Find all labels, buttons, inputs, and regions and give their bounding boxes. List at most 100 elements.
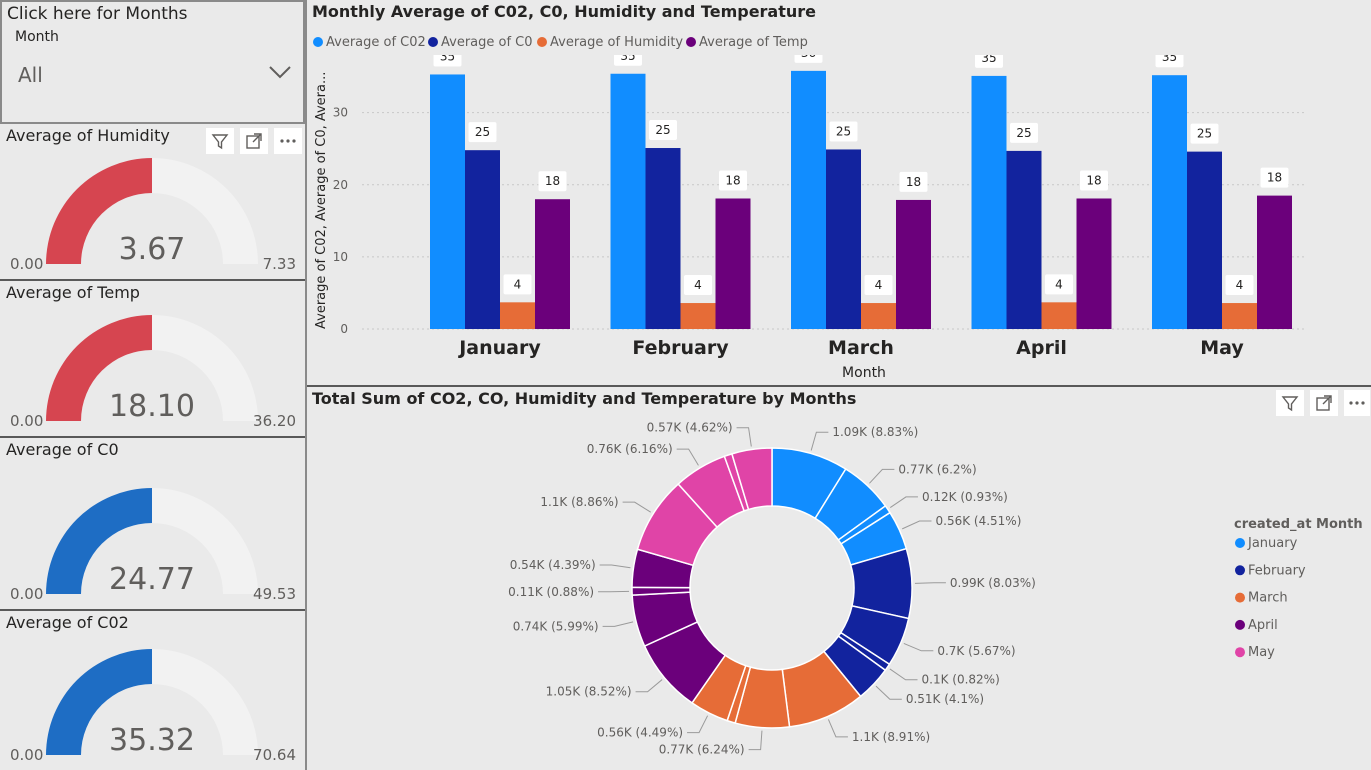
data-label: 18 [545,174,560,188]
more-options-icon[interactable] [1344,390,1370,416]
legend-marker [1235,592,1245,603]
x-axis-label: Month [842,365,886,381]
legend-item[interactable]: Average of Temp [686,35,808,50]
gauge-value: 3.67 [119,232,186,267]
bar [1006,150,1042,329]
slice-label: 1.1K (8.91%) [852,730,930,744]
bar-chart: 0 10 20 30 Average of C02, Average of C0, Av… [314,55,1307,381]
legend-item[interactable]: Average of Humidity [537,35,683,50]
data-label: 25 [475,125,490,139]
bar [1257,195,1292,329]
gauge-max: 7.33 [263,255,296,273]
gauge-card[interactable]: Average of C02 35.32 0.00 70.64 [0,611,305,770]
leader-line [875,685,902,700]
y-axis-label: Average of C02, Average of C0, Avera... [314,72,329,329]
data-label: 18 [1267,171,1282,185]
bar [1152,75,1187,329]
data-label-box [1010,122,1038,143]
slicer-title: Click here for Months [7,4,188,24]
data-label-box [794,55,823,63]
slice-label: 0.54K (4.39%) [510,558,596,572]
y-tick-label: 20 [333,178,348,192]
gauge-fill [46,158,152,264]
bar [1041,302,1077,329]
filter-icon[interactable] [206,128,234,154]
month-slicer[interactable]: Click here for Months Month All [0,0,305,124]
focus-mode-icon[interactable] [240,128,268,154]
x-tick-label: May [1200,337,1244,359]
slice-label: 0.56K (4.51%) [936,514,1022,528]
data-label-box [1190,123,1219,144]
data-label-box [1045,274,1073,295]
data-label: 35 [620,55,635,63]
gauge-min: 0.00 [10,585,43,603]
data-label-box [1155,55,1184,68]
y-tick-label: 0 [340,322,348,336]
leader-line [748,730,763,751]
gauge-value: 35.32 [109,723,195,758]
slice-label: 0.74K (5.99%) [513,619,599,633]
legend-marker [1235,619,1245,630]
leader-line [687,715,709,734]
gauge-fill [46,649,152,755]
gauge-min: 0.00 [10,412,43,430]
bar [1187,151,1222,329]
bar [826,149,861,329]
x-tick-label: March [828,337,894,359]
gauge-value: 18.10 [109,389,195,424]
data-label: 18 [1086,173,1101,187]
x-tick-label: January [457,337,541,359]
slicer-selected-value[interactable]: All [18,63,43,87]
legend-marker [686,37,696,47]
gauge-card[interactable]: Average of Temp 18.10 0.00 36.20 [0,281,305,436]
data-label: 35 [1162,55,1177,64]
gauge-fill [46,488,152,594]
leader-line [901,520,932,530]
more-options-icon[interactable] [274,128,302,154]
panel-divider-vertical [305,0,307,770]
legend-item: April [1248,618,1278,633]
legend-label: Average of Temp [699,35,808,50]
data-label-box [864,275,893,296]
bar [500,302,535,329]
bar [535,199,570,329]
bar [1076,198,1112,329]
bar [791,70,826,329]
leader-line [827,719,848,738]
bar [1222,303,1257,329]
gauge-title: Average of C0 [6,440,119,459]
x-tick-label: April [1016,337,1067,359]
gauge-min: 0.00 [10,746,43,764]
legend-item: May [1248,645,1275,660]
data-label-box [503,274,532,295]
legend-item[interactable]: Average of C0 [428,35,533,50]
gauge-title: Average of Temp [6,283,140,302]
legend-title: created_at Month [1234,517,1363,532]
data-label-box [468,122,497,143]
slice-label: 0.12K (0.93%) [922,490,1008,504]
slice-label: 0.56K (4.49%) [597,726,683,740]
bar [715,198,751,329]
data-label-box [829,121,858,142]
focus-mode-icon[interactable] [1310,390,1338,416]
data-label-box [684,275,712,296]
gauge-card[interactable]: Average of C0 24.77 0.00 49.53 [0,438,305,609]
gauge: 18.10 0.00 36.20 [10,315,296,430]
data-label: 35 [981,55,996,65]
leader-line [889,668,918,681]
legend-item: March [1248,591,1288,606]
data-label-box [1260,167,1289,188]
data-label: 25 [836,124,851,138]
legend-marker [1235,538,1245,548]
bar [971,75,1007,329]
legend-marker [1235,565,1245,576]
legend-label: Average of C02 [326,35,426,50]
bar [430,74,465,330]
leader-line [622,501,651,513]
legend-item[interactable]: Average of C02 [313,35,426,50]
chevron-down-icon[interactable] [268,64,292,84]
gauge-value: 24.77 [109,562,195,597]
filter-icon[interactable] [1276,390,1304,416]
bar [645,148,681,329]
slice-label: 0.77K (6.24%) [659,743,745,757]
